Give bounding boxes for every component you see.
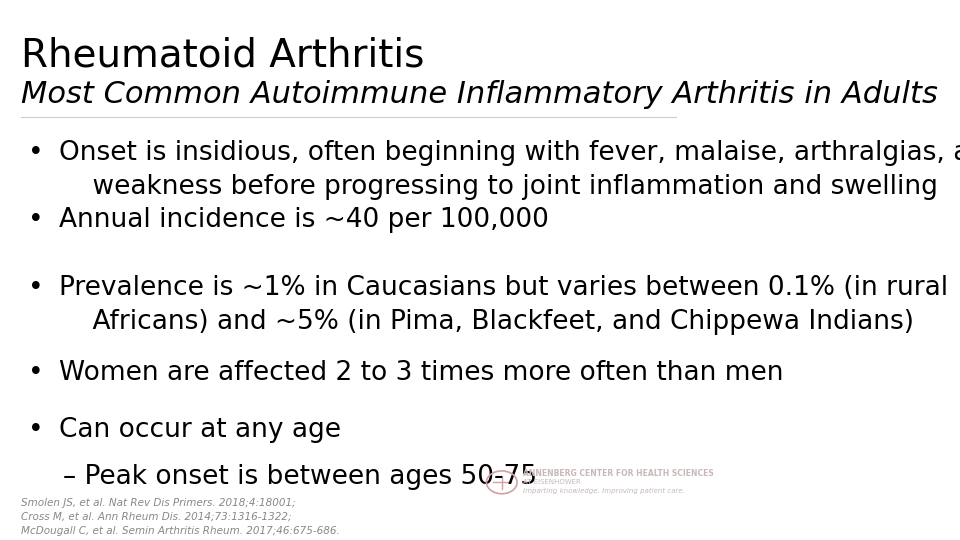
Text: Women are affected 2 to 3 times more often than men: Women are affected 2 to 3 times more oft… bbox=[60, 360, 783, 387]
Text: Imparting knowledge. Improving patient care.: Imparting knowledge. Improving patient c… bbox=[522, 488, 684, 494]
Text: Annual incidence is ~40 per 100,000: Annual incidence is ~40 per 100,000 bbox=[60, 207, 549, 233]
Text: ANNENBERG CENTER FOR HEALTH SCIENCES: ANNENBERG CENTER FOR HEALTH SCIENCES bbox=[522, 469, 713, 478]
Text: •: • bbox=[28, 140, 43, 166]
Text: Rheumatoid Arthritis: Rheumatoid Arthritis bbox=[21, 36, 424, 75]
Text: •: • bbox=[28, 275, 43, 301]
Text: AT EISENHOWER: AT EISENHOWER bbox=[522, 478, 581, 485]
Text: Can occur at any age: Can occur at any age bbox=[60, 417, 341, 443]
Text: •: • bbox=[28, 417, 43, 443]
Text: Onset is insidious, often beginning with fever, malaise, arthralgias, and
    we: Onset is insidious, often beginning with… bbox=[60, 140, 960, 200]
Text: Smolen JS, et al. Nat Rev Dis Primers. 2018;4:18001;
Cross M, et al. Ann Rheum D: Smolen JS, et al. Nat Rev Dis Primers. 2… bbox=[21, 498, 340, 536]
Text: Most Common Autoimmune Inflammatory Arthritis in Adults: Most Common Autoimmune Inflammatory Arth… bbox=[21, 80, 938, 110]
Text: Prevalence is ~1% in Caucasians but varies between 0.1% (in rural
    Africans) : Prevalence is ~1% in Caucasians but vari… bbox=[60, 275, 948, 335]
Text: – Peak onset is between ages 50-75: – Peak onset is between ages 50-75 bbox=[62, 464, 537, 490]
Text: •: • bbox=[28, 360, 43, 387]
Text: •: • bbox=[28, 207, 43, 233]
